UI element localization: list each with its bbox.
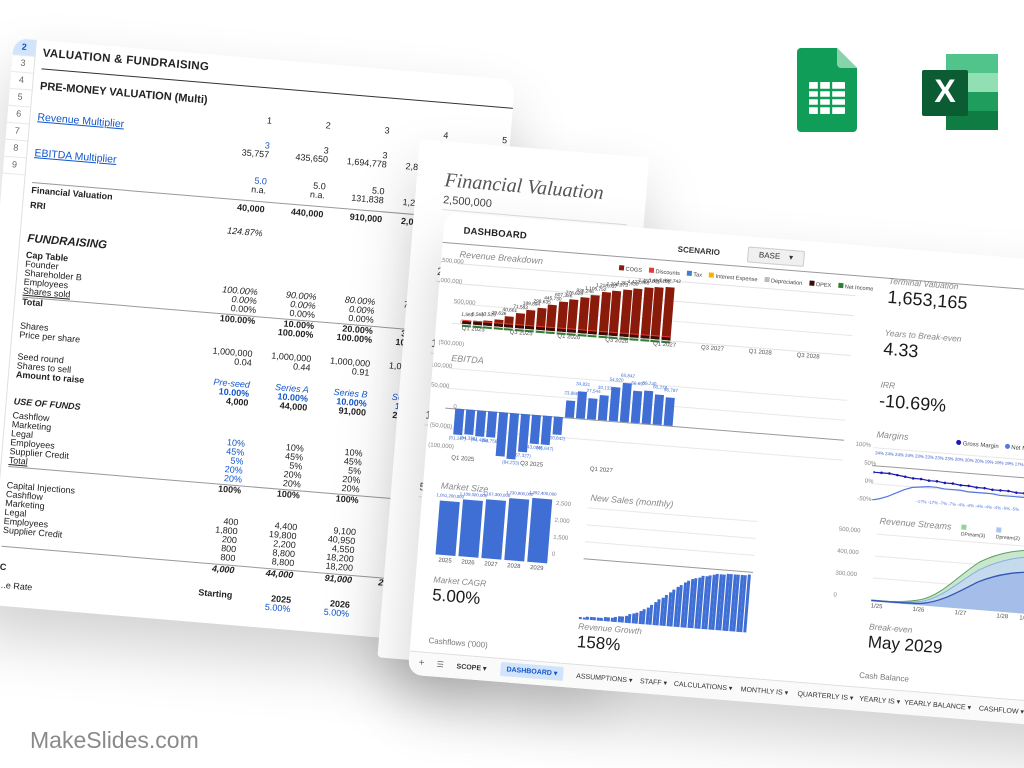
svg-text:X: X: [934, 73, 956, 109]
